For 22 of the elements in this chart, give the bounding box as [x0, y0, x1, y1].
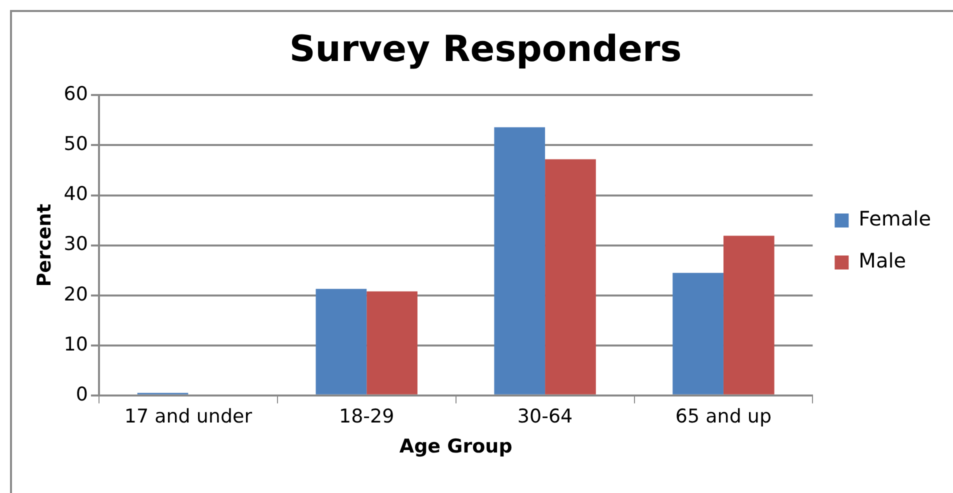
x-tick-label: 65 and up — [675, 406, 772, 428]
x-tick-label: 30-64 — [517, 406, 573, 428]
bar — [316, 288, 367, 394]
bar — [494, 127, 546, 394]
legend-label: Female — [858, 206, 932, 231]
y-axis-title: Percent — [33, 204, 56, 287]
x-axis-title: Age Group — [399, 436, 512, 458]
legend-label: Male — [858, 248, 906, 273]
bar — [672, 272, 724, 394]
bar — [723, 236, 774, 394]
x-tick-label: 18-29 — [339, 406, 394, 428]
y-tick-label: 30 — [64, 233, 88, 256]
y-tick-label: 60 — [64, 83, 88, 106]
y-tick-label: 50 — [64, 133, 88, 156]
y-tick-label: 20 — [64, 283, 88, 306]
y-tick-label: 40 — [64, 183, 88, 206]
bar — [366, 291, 418, 394]
bar — [545, 159, 596, 394]
y-tick-label: 10 — [64, 333, 88, 356]
chart-title: Survey Responders — [289, 28, 682, 70]
y-tick-label: 0 — [76, 383, 88, 406]
x-tick-label: 17 and under — [124, 406, 252, 428]
